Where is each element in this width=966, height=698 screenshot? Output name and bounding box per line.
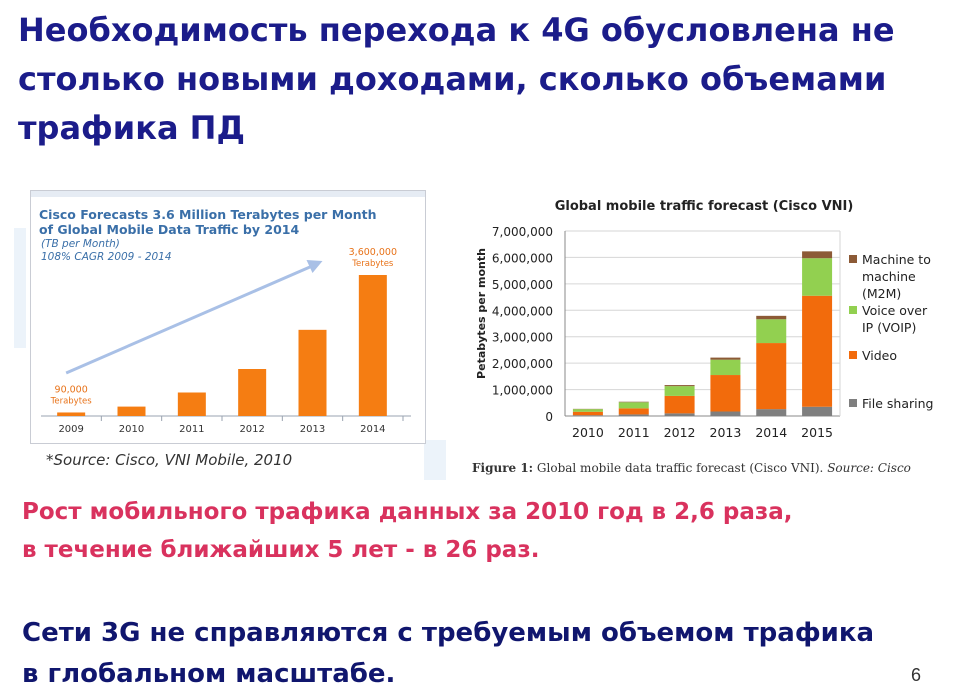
legend-label: Video [862,348,897,363]
bar-annotation: 3,600,000 [349,247,397,258]
y-tick-label: 6,000,000 [492,251,553,265]
trend-arrow-line [65,263,316,375]
page-number: 6 [911,665,922,685]
chart-subtitle-line: 108% CAGR 2009 - 2014 [41,251,172,263]
bar-segment [710,375,741,412]
bar-2012 [238,369,267,416]
bar-segment [664,395,695,414]
bar-2009 [57,412,86,416]
x-tick-label: 2014 [360,424,385,435]
legend-label: File sharing [862,396,933,411]
x-tick-label: 2012 [239,424,264,435]
conclusion-text: Сети 3G не справляются с требуемым объем… [22,613,874,695]
y-tick-label: 2,000,000 [492,357,553,371]
bar-segment [664,413,695,416]
bar-segment [802,258,833,296]
bar-segment [756,409,787,416]
bar-segment [756,343,787,410]
slide-title: Необходимость перехода к 4G обусловлена … [18,6,958,153]
legend-swatch [849,306,857,314]
bar-2010 [117,406,146,416]
bar-2014 [358,275,387,416]
bar-2011 [177,392,206,416]
figure-caption-text: Global mobile data traffic forecast (Cis… [533,461,828,475]
figure-caption-tail: Cisco [873,461,911,475]
y-tick-label: 7,000,000 [492,225,553,239]
figure-caption-prefix: Figure 1: [472,461,534,475]
bar-segment [618,414,649,416]
y-axis-label: Petabytes per month [475,248,488,379]
cisco-forecast-chart-card: Cisco Forecasts 3.6 Million Terabytes pe… [30,190,426,444]
chart-title-line: of Global Mobile Data Traffic by 2014 [39,222,299,237]
conclusion-line: Сети 3G не справляются с требуемым объем… [22,618,875,648]
x-tick-label: 2012 [664,425,696,440]
bar-segment [756,319,787,344]
legend-label: Machine to [862,252,931,267]
legend-swatch [849,255,857,263]
bar-segment [572,415,603,416]
slide-title-line: Необходимость перехода к 4G обусловлена … [18,11,895,49]
bar-segment [664,386,695,396]
conclusion-line: в глобальном масштабе. [22,659,396,689]
trend-arrowhead [306,260,323,273]
finding-line: в течение ближайших 5 лет - в 26 раз. [22,537,540,563]
x-tick-label: 2014 [755,425,787,440]
x-tick-label: 2009 [58,424,83,435]
bar-segment [710,359,741,376]
y-tick-label: 0 [545,410,553,424]
bar-segment [572,409,603,412]
bar-segment [802,295,833,407]
y-tick-label: 3,000,000 [492,331,553,345]
y-tick-label: 4,000,000 [492,304,553,318]
bar-segment [618,402,649,409]
bar-segment [710,411,741,416]
chart-title: Global mobile traffic forecast (Cisco VN… [555,199,854,214]
legend-label: (M2M) [862,286,901,301]
slide-title-line: столько новыми доходами, сколько объемам… [18,60,887,98]
y-tick-label: 1,000,000 [492,384,553,398]
bar-segment [710,357,741,360]
bar-segment [802,406,833,416]
legend-swatch [849,399,857,407]
bar-segment [756,315,787,320]
x-tick-label: 2010 [119,424,144,435]
x-tick-label: 2015 [801,425,833,440]
cisco-forecast-chart: Cisco Forecasts 3.6 Million Terabytes pe… [31,191,425,435]
finding-line: Рост мобильного трафика данных за 2010 г… [22,499,793,525]
x-tick-label: 2013 [710,425,742,440]
y-tick-label: 5,000,000 [492,278,553,292]
x-tick-label: 2011 [179,424,204,435]
figure-caption-source: Source: [827,461,874,475]
traffic-growth-finding: Рост мобильного трафика данных за 2010 г… [22,493,792,569]
x-tick-label: 2011 [618,425,650,440]
background-decoration-right [424,440,446,480]
figure-caption: Figure 1: Global mobile data traffic for… [472,461,911,475]
legend-label: machine [862,269,916,284]
slide-title-line: трафика ПД [18,109,245,147]
chart-source-note: *Source: Cisco, VNI Mobile, 2010 [46,451,293,469]
bar-segment [572,411,603,416]
bar-segment [802,251,833,259]
bar-segment [618,408,649,415]
bar-2013 [298,329,327,416]
chart-subtitle-line: (TB per Month) [41,238,120,250]
x-tick-label: 2010 [572,425,604,440]
legend-label: Voice over [862,303,928,318]
x-tick-label: 2013 [300,424,325,435]
bar-annotation: Terabytes [50,396,93,406]
bar-annotation: Terabytes [351,259,394,269]
background-decoration-left [14,228,26,348]
bar-segment [664,385,695,387]
chart-title-line: Cisco Forecasts 3.6 Million Terabytes pe… [39,207,377,222]
card-top-band [31,191,425,197]
bar-segment [618,401,649,403]
legend-swatch [849,351,857,359]
legend-label: IP (VOIP) [862,320,916,335]
bar-annotation: 90,000 [55,384,88,395]
global-mobile-traffic-chart: Global mobile traffic forecast (Cisco VN… [475,199,933,440]
